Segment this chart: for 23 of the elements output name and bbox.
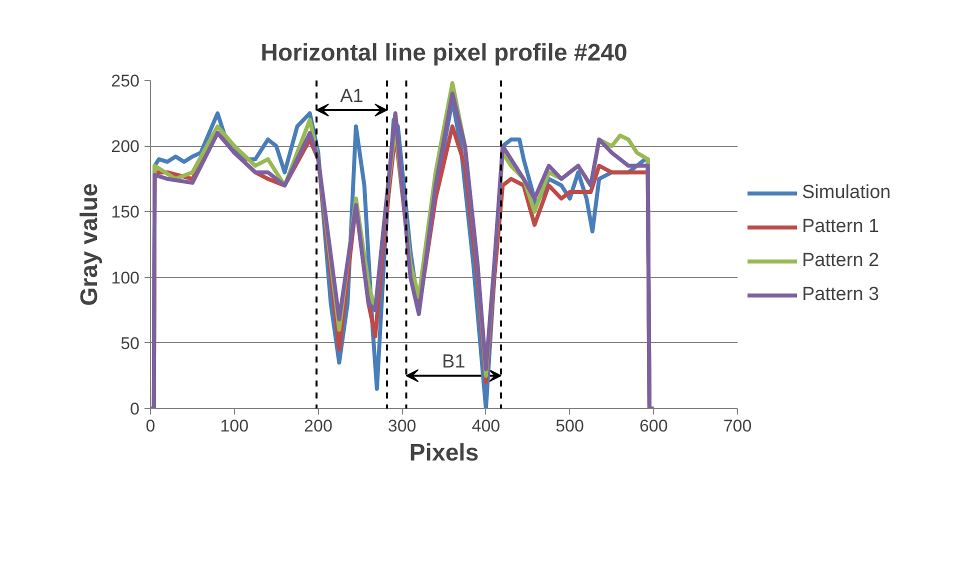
x-tick-label: 600	[639, 416, 668, 436]
y-tick-label: 50	[120, 334, 140, 353]
y-tick-label: 150	[111, 202, 140, 222]
x-tick-label: 0	[146, 416, 156, 436]
annotation: A1	[340, 86, 364, 108]
x-tick-label: 200	[304, 416, 332, 436]
annotation: B1	[442, 352, 466, 373]
x-tick-label: 700	[723, 416, 752, 436]
x-tick-label: 400	[472, 416, 500, 436]
legend-label: Pattern 2	[802, 250, 880, 272]
legend-label: Pattern 3	[802, 284, 880, 306]
y-tick-label: 100	[111, 268, 140, 288]
y-axis-title: Gray value	[76, 183, 104, 306]
x-axis-title: Pixels	[409, 440, 479, 466]
y-tick-label: 0	[130, 400, 140, 418]
y-tick-label: 250	[111, 72, 140, 90]
x-tick-label: 100	[220, 416, 249, 436]
legend-label: Simulation	[802, 182, 891, 204]
chart-title: Horizontal line pixel profile #240	[260, 40, 628, 66]
x-tick-label: 500	[556, 416, 584, 436]
x-tick-label: 300	[388, 416, 416, 436]
y-tick-label: 200	[111, 137, 140, 156]
legend-label: Pattern 1	[802, 216, 880, 238]
